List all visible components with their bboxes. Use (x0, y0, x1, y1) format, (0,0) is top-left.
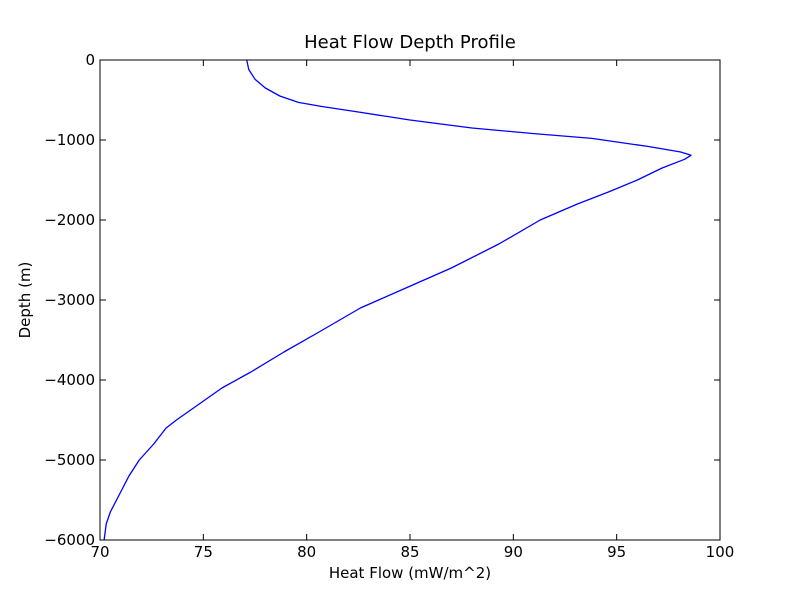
y-tick-label: 0 (85, 51, 95, 69)
y-tick-label: −4000 (44, 371, 95, 389)
y-tick-label: −2000 (44, 211, 95, 229)
y-tick-label: −3000 (44, 291, 95, 309)
x-axis-label: Heat Flow (mW/m^2) (329, 564, 491, 582)
y-tick-label: −5000 (44, 451, 95, 469)
x-tick-label: 90 (504, 543, 523, 561)
x-tick-label: 80 (297, 543, 316, 561)
x-tick-label: 100 (706, 543, 735, 561)
chart-title: Heat Flow Depth Profile (304, 32, 516, 53)
y-axis-label: Depth (m) (16, 262, 34, 339)
x-tick-label: 75 (194, 543, 213, 561)
x-tick-label: 70 (90, 543, 109, 561)
y-tick-label: −6000 (44, 531, 95, 549)
x-tick-label: 95 (607, 543, 626, 561)
series-layer (103, 59, 692, 541)
plot-frame (99, 59, 721, 541)
x-tick-label: 85 (400, 543, 419, 561)
tick-layer: 70 75 80 85 90 95 100 0 −1000 −2000 −3000 −4000 −500… (44, 51, 734, 561)
y-tick-label: −1000 (44, 131, 95, 149)
series-line-0 (103, 59, 692, 541)
